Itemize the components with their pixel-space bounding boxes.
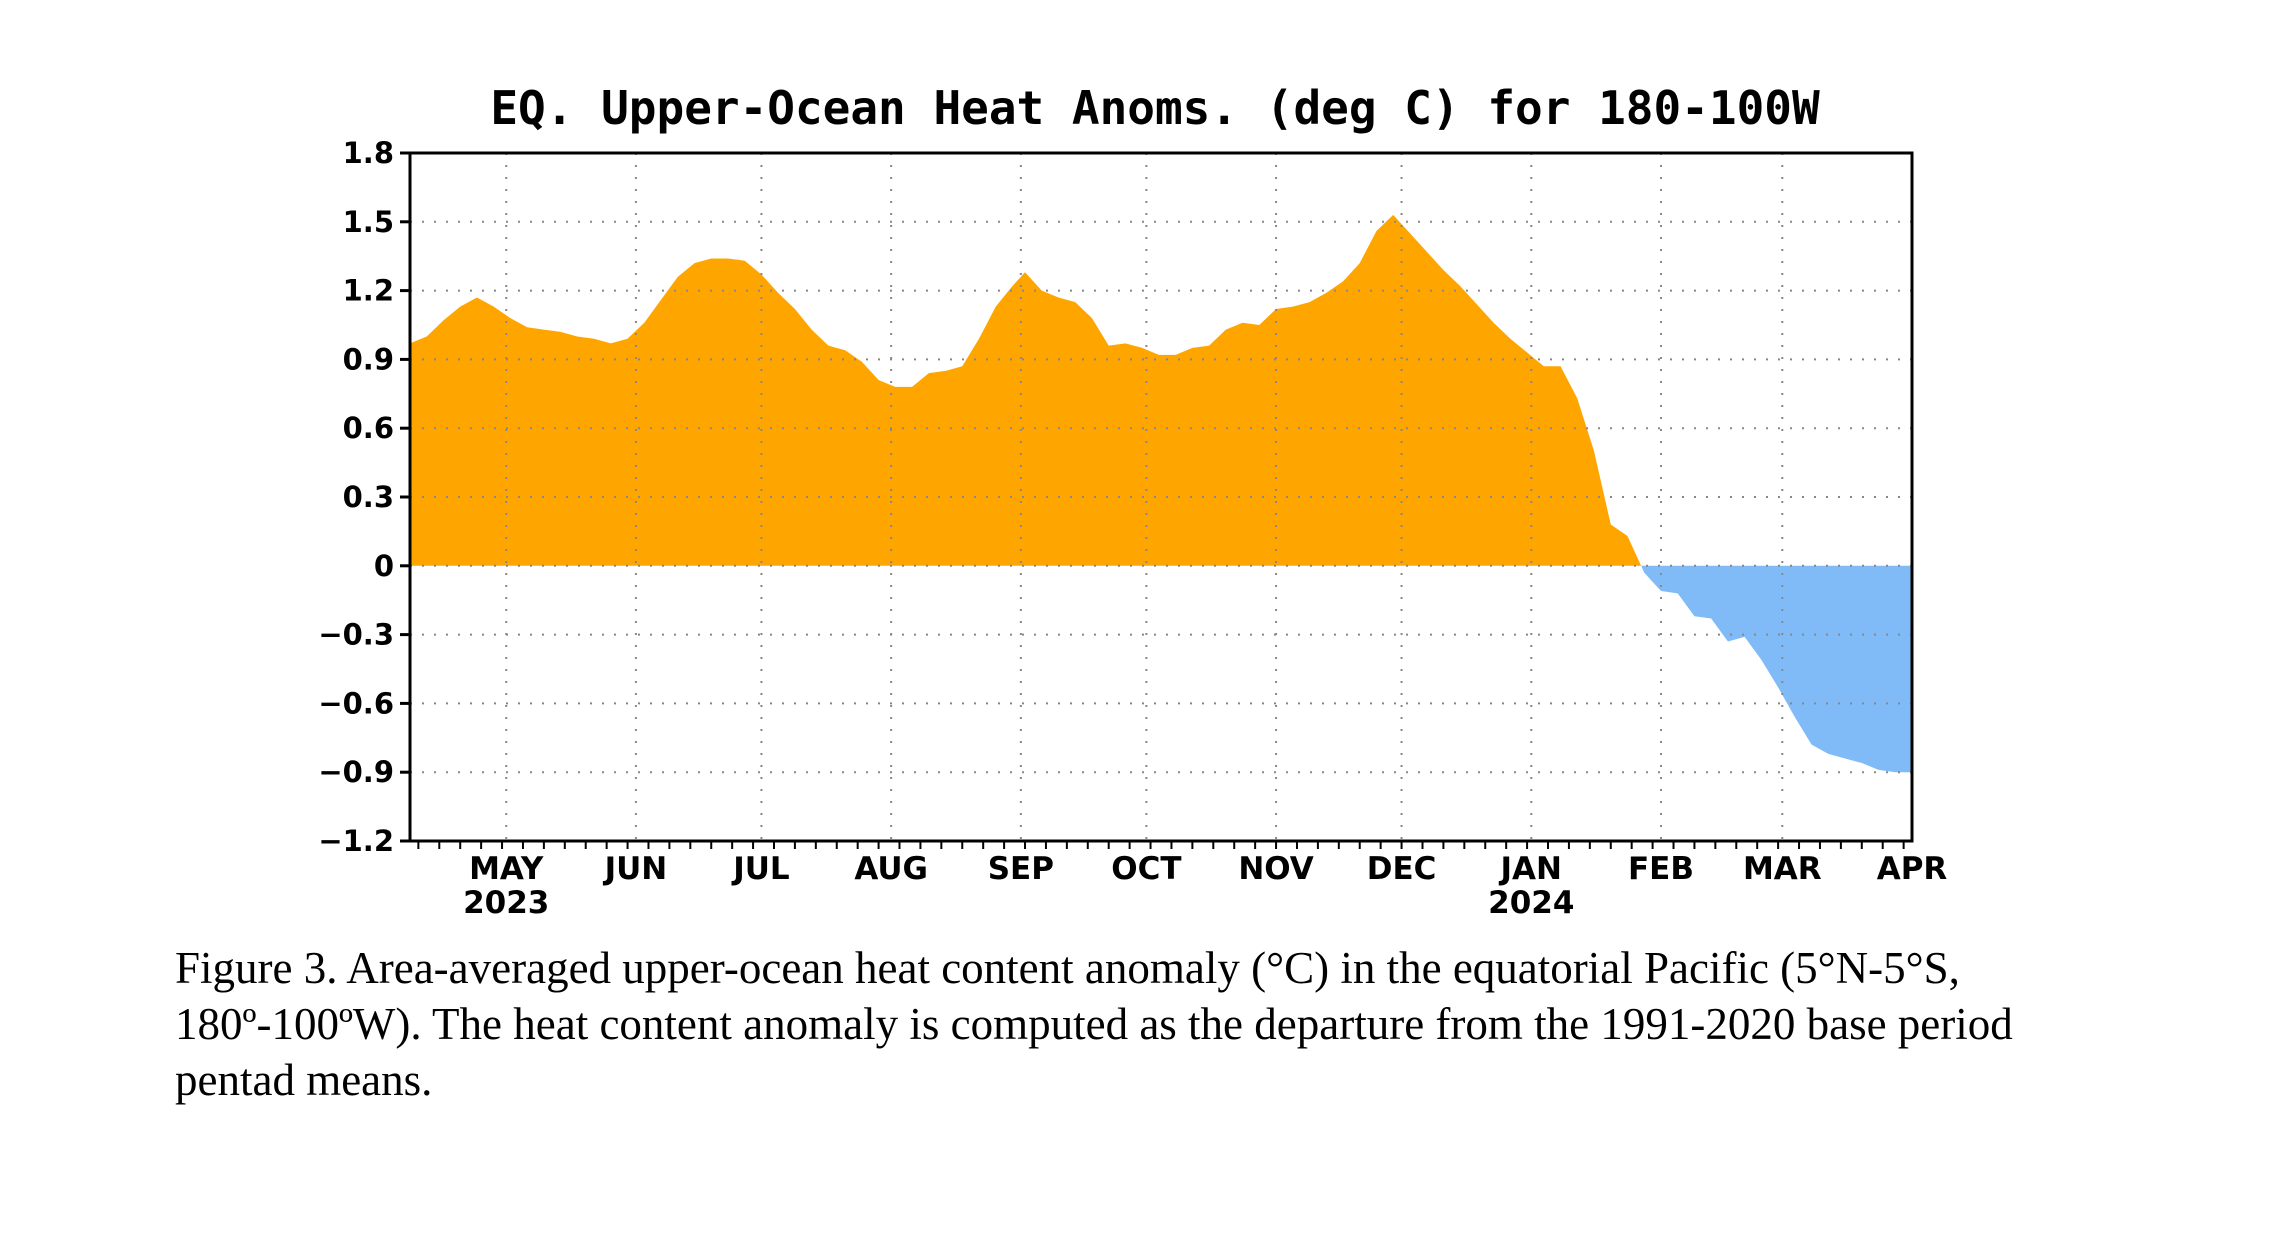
y-tick-label: −0.9 bbox=[318, 755, 394, 789]
positive-anomaly-area bbox=[410, 214, 1912, 566]
x-tick-label: OCT bbox=[1111, 851, 1181, 887]
x-tick-label: SEP bbox=[988, 851, 1054, 887]
x-tick-label: MAR bbox=[1743, 851, 1822, 887]
x-tick-label: JUN bbox=[603, 851, 668, 887]
x-tick-label: MAY bbox=[469, 851, 544, 887]
y-tick-label: 1.8 bbox=[343, 136, 394, 170]
y-tick-label: 0.9 bbox=[343, 342, 394, 376]
x-tick-label: JAN bbox=[1499, 851, 1562, 887]
x-year-label: 2024 bbox=[1488, 885, 1574, 921]
x-tick-label: JUL bbox=[731, 851, 789, 887]
x-year-label: 2023 bbox=[463, 885, 549, 921]
x-tick-label: AUG bbox=[854, 851, 928, 887]
y-tick-label: 0.6 bbox=[343, 411, 394, 445]
y-tick-label: 1.5 bbox=[343, 205, 394, 239]
negative-anomaly-area bbox=[410, 565, 1912, 773]
y-tick-label: −0.3 bbox=[318, 618, 394, 652]
y-tick-label: 0 bbox=[374, 549, 394, 583]
chart-title: EQ. Upper-Ocean Heat Anoms. (deg C) for … bbox=[490, 81, 1820, 135]
x-tick-label: NOV bbox=[1238, 851, 1313, 887]
y-tick-label: 1.2 bbox=[343, 274, 394, 308]
figure-caption: Figure 3. Area-averaged upper-ocean heat… bbox=[175, 943, 2013, 1105]
x-tick-label: FEB bbox=[1628, 851, 1694, 887]
y-tick-label: 0.3 bbox=[343, 480, 394, 514]
y-tick-label: −1.2 bbox=[318, 824, 394, 858]
tick-layer: 1.81.51.20.90.60.30−0.3−0.6−0.9−1.2MAY20… bbox=[318, 136, 1947, 921]
area-fill-layer bbox=[410, 214, 1912, 773]
x-tick-label: APR bbox=[1877, 851, 1948, 887]
x-tick-label: DEC bbox=[1367, 851, 1437, 887]
y-tick-label: −0.6 bbox=[318, 686, 394, 720]
